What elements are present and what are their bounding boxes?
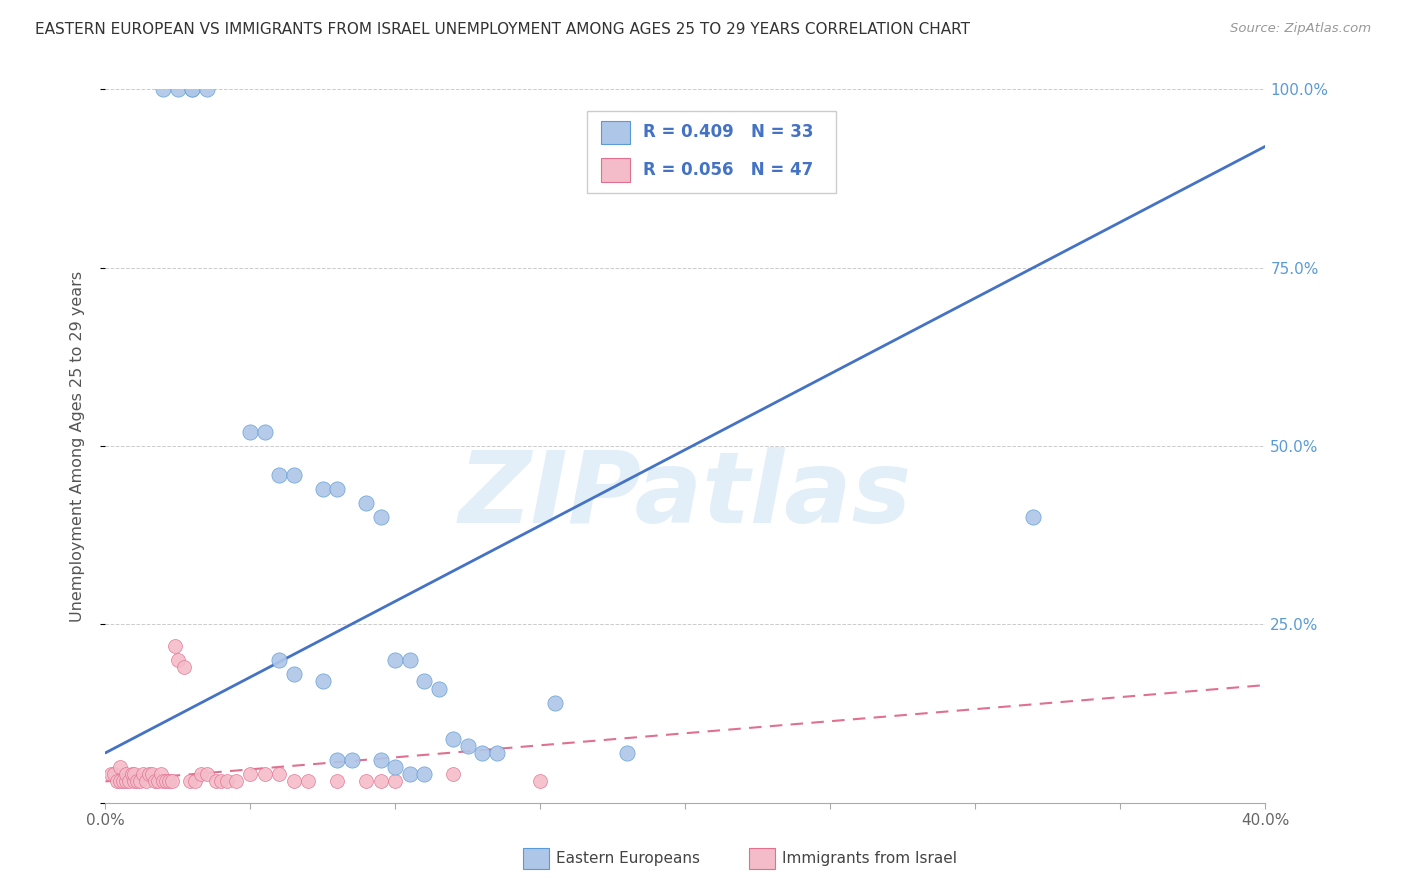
- Point: [121, 767, 143, 781]
- Point: [165, 639, 187, 653]
- Point: [167, 653, 190, 667]
- Point: [485, 746, 508, 760]
- Point: [181, 82, 204, 96]
- Point: [269, 467, 291, 482]
- Point: [167, 82, 190, 96]
- Point: [217, 774, 239, 789]
- Point: [132, 767, 155, 781]
- Point: [225, 774, 247, 789]
- Point: [108, 774, 131, 789]
- Point: [283, 467, 305, 482]
- Point: [413, 767, 436, 781]
- Point: [179, 774, 201, 789]
- Point: [356, 774, 378, 789]
- Point: [312, 482, 335, 496]
- Point: [152, 774, 174, 789]
- Point: [269, 767, 291, 781]
- Point: [195, 767, 218, 781]
- Point: [253, 767, 276, 781]
- Text: R = 0.409   N = 33: R = 0.409 N = 33: [643, 123, 813, 141]
- Point: [340, 753, 363, 767]
- Point: [384, 760, 406, 774]
- Point: [143, 774, 166, 789]
- Point: [297, 774, 319, 789]
- Point: [108, 760, 131, 774]
- Point: [114, 767, 136, 781]
- Point: [195, 82, 218, 96]
- Text: EASTERN EUROPEAN VS IMMIGRANTS FROM ISRAEL UNEMPLOYMENT AMONG AGES 25 TO 29 YEAR: EASTERN EUROPEAN VS IMMIGRANTS FROM ISRA…: [35, 22, 970, 37]
- FancyBboxPatch shape: [523, 847, 548, 869]
- Point: [399, 767, 422, 781]
- Point: [471, 746, 494, 760]
- Point: [283, 667, 305, 681]
- Point: [384, 774, 406, 789]
- Point: [181, 82, 204, 96]
- Point: [149, 767, 172, 781]
- Point: [190, 767, 212, 781]
- FancyBboxPatch shape: [749, 847, 775, 869]
- Point: [111, 774, 134, 789]
- Point: [146, 774, 169, 789]
- Point: [441, 767, 464, 781]
- Point: [114, 774, 136, 789]
- Point: [204, 774, 226, 789]
- Point: [326, 753, 349, 767]
- Point: [141, 767, 163, 781]
- Point: [370, 774, 392, 789]
- Point: [129, 774, 152, 789]
- Point: [184, 774, 207, 789]
- Point: [124, 774, 146, 789]
- Point: [399, 653, 422, 667]
- Point: [413, 674, 436, 689]
- Point: [103, 767, 125, 781]
- Point: [135, 774, 157, 789]
- Point: [211, 774, 233, 789]
- Point: [152, 82, 174, 96]
- Text: Immigrants from Israel: Immigrants from Israel: [782, 851, 956, 866]
- FancyBboxPatch shape: [600, 120, 630, 145]
- Point: [356, 496, 378, 510]
- Point: [239, 767, 262, 781]
- FancyBboxPatch shape: [586, 111, 837, 193]
- Point: [441, 731, 464, 746]
- Point: [283, 774, 305, 789]
- Point: [312, 674, 335, 689]
- Point: [326, 774, 349, 789]
- Point: [173, 660, 195, 674]
- Point: [100, 767, 122, 781]
- Point: [124, 767, 146, 781]
- Point: [370, 753, 392, 767]
- Y-axis label: Unemployment Among Ages 25 to 29 years: Unemployment Among Ages 25 to 29 years: [70, 270, 84, 622]
- Point: [544, 696, 567, 710]
- Point: [253, 425, 276, 439]
- Point: [427, 681, 450, 696]
- Point: [529, 774, 551, 789]
- Point: [118, 774, 141, 789]
- Point: [239, 425, 262, 439]
- Point: [1022, 510, 1045, 524]
- Point: [160, 774, 183, 789]
- Point: [127, 774, 149, 789]
- Point: [155, 774, 177, 789]
- Text: ZIPatlas: ZIPatlas: [458, 448, 912, 544]
- Text: Eastern Europeans: Eastern Europeans: [555, 851, 700, 866]
- Point: [616, 746, 638, 760]
- Point: [157, 774, 180, 789]
- Point: [105, 774, 128, 789]
- Point: [370, 510, 392, 524]
- Point: [457, 739, 479, 753]
- Point: [138, 767, 160, 781]
- Text: R = 0.056   N = 47: R = 0.056 N = 47: [643, 161, 813, 178]
- FancyBboxPatch shape: [600, 159, 630, 182]
- Point: [326, 482, 349, 496]
- Point: [269, 653, 291, 667]
- Point: [384, 653, 406, 667]
- Text: Source: ZipAtlas.com: Source: ZipAtlas.com: [1230, 22, 1371, 36]
